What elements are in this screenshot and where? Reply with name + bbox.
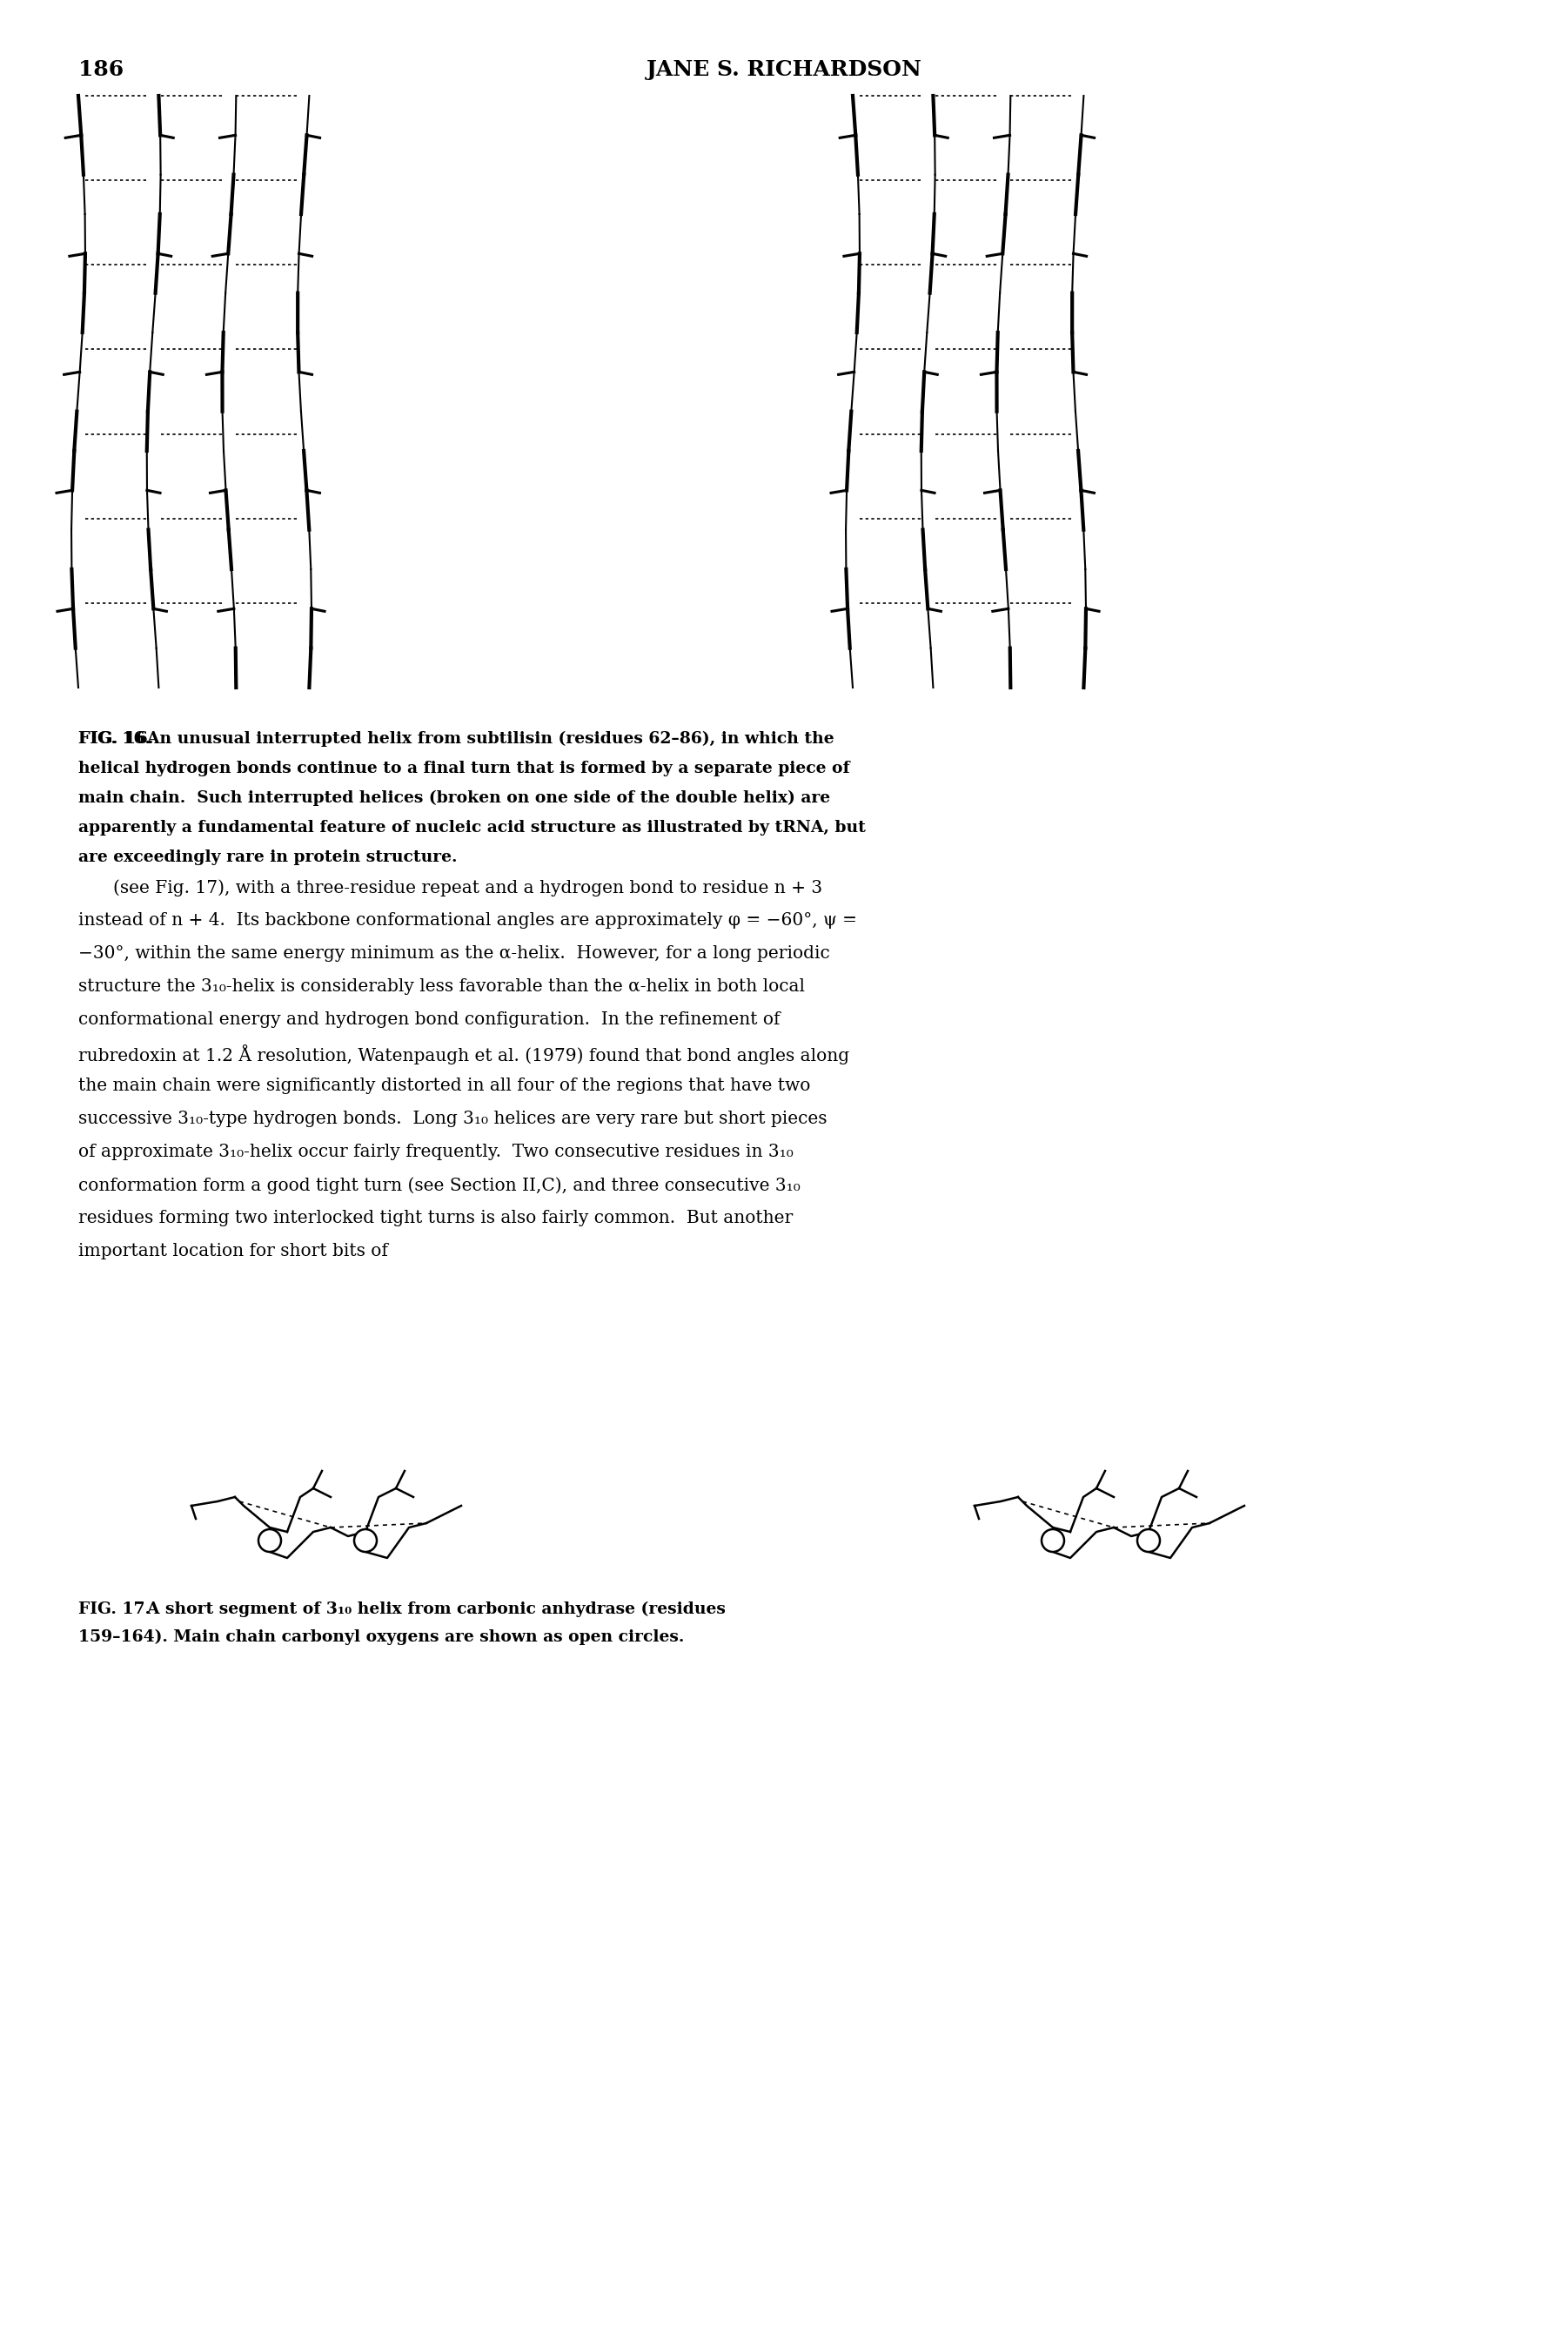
Text: the main chain were significantly distorted in all four of the regions that have: the main chain were significantly distor… [78, 1079, 811, 1095]
Text: are exceedingly rare in protein structure.: are exceedingly rare in protein structur… [78, 848, 458, 865]
Text: important location for short bits of: important location for short bits of [78, 1243, 387, 1260]
Text: A short segment of 3₁₀ helix from carbonic anhydrase (residues: A short segment of 3₁₀ helix from carbon… [135, 1600, 726, 1617]
Text: (see Fig. 17), with a three-residue repeat and a hydrogen bond to residue n + 3: (see Fig. 17), with a three-residue repe… [113, 879, 822, 895]
Circle shape [1041, 1530, 1065, 1551]
Text: rubredoxin at 1.2 Å resolution, Watenpaugh et al. (1979) found that bond angles : rubredoxin at 1.2 Å resolution, Watenpau… [78, 1043, 850, 1065]
Text: FIG. 16.: FIG. 16. [78, 731, 151, 747]
Text: residues forming two interlocked tight turns is also fairly common.  But another: residues forming two interlocked tight t… [78, 1210, 793, 1227]
Text: FIG. 16.: FIG. 16. [78, 731, 154, 747]
Text: successive 3₁₀-type hydrogen bonds.  Long 3₁₀ helices are very rare but short pi: successive 3₁₀-type hydrogen bonds. Long… [78, 1112, 826, 1128]
Text: of approximate 3₁₀-helix occur fairly frequently.  Two consecutive residues in 3: of approximate 3₁₀-helix occur fairly fr… [78, 1144, 793, 1161]
Text: structure the 3₁₀-helix is considerably less favorable than the α-helix in both : structure the 3₁₀-helix is considerably … [78, 978, 804, 994]
Text: conformational energy and hydrogen bond configuration.  In the refinement of: conformational energy and hydrogen bond … [78, 1010, 781, 1027]
Text: 159–164). Main chain carbonyl oxygens are shown as open circles.: 159–164). Main chain carbonyl oxygens ar… [78, 1629, 684, 1645]
Text: FIG. 17.: FIG. 17. [78, 1600, 151, 1617]
Circle shape [259, 1530, 281, 1551]
Text: apparently a fundamental feature of nucleic acid structure as illustrated by tRN: apparently a fundamental feature of nucl… [78, 820, 866, 837]
Circle shape [1137, 1530, 1160, 1551]
Text: instead of n + 4.  Its backbone conformational angles are approximately φ = −60°: instead of n + 4. Its backbone conformat… [78, 912, 858, 928]
Text: −30°, within the same energy minimum as the α-helix.  However, for a long period: −30°, within the same energy minimum as … [78, 945, 829, 961]
Text: JANE S. RICHARDSON: JANE S. RICHARDSON [646, 59, 922, 80]
Text: helical hydrogen bonds continue to a final turn that is formed by a separate pie: helical hydrogen bonds continue to a fin… [78, 761, 850, 776]
Text: main chain.  Such interrupted helices (broken on one side of the double helix) a: main chain. Such interrupted helices (br… [78, 790, 829, 806]
Text: conformation form a good tight turn (see Section II,C), and three consecutive 3₁: conformation form a good tight turn (see… [78, 1177, 800, 1194]
Circle shape [354, 1530, 376, 1551]
Text: An unusual interrupted helix from subtilisin (residues 62–86), in which the: An unusual interrupted helix from subtil… [135, 731, 834, 747]
Text: 186: 186 [78, 59, 124, 80]
